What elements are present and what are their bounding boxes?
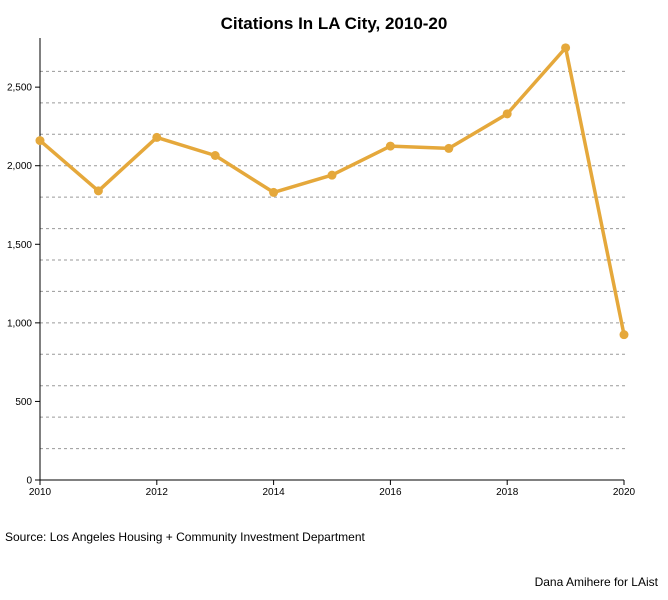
series-line	[38, 46, 626, 337]
data-point	[93, 186, 103, 196]
data-point	[327, 170, 337, 180]
data-point	[619, 330, 629, 340]
source-note: Source: Los Angeles Housing + Community …	[5, 530, 365, 544]
x-tick-label: 2016	[379, 487, 402, 498]
y-tick-label: 1,500	[7, 240, 32, 251]
data-point	[385, 141, 395, 151]
data-points	[35, 43, 629, 340]
y-tick-label: 2,000	[7, 161, 32, 172]
axes: 0 500 1,000 1,500 2,000 2,500 2010 2012 2014 2016…	[7, 38, 636, 498]
data-point	[152, 132, 162, 142]
data-point	[444, 143, 454, 153]
x-tick-label: 2012	[146, 487, 169, 498]
x-tick-label: 2010	[29, 487, 52, 498]
data-point	[35, 136, 45, 146]
credit-note: Dana Amihere for LAist	[534, 575, 658, 589]
data-point	[269, 187, 279, 197]
y-tick-label: 2,500	[7, 83, 32, 94]
y-tick-label: 500	[15, 397, 32, 408]
x-tick-label: 2018	[496, 487, 519, 498]
y-tick-label: 0	[26, 476, 32, 487]
x-tick-label: 2014	[262, 487, 285, 498]
series-line-layer	[38, 46, 626, 337]
gridlines	[40, 70, 626, 450]
x-tick-label: 2020	[613, 487, 636, 498]
y-tick-label: 1,000	[7, 318, 32, 329]
chart-title: Citations In LA City, 2010-20	[220, 14, 448, 33]
data-point	[561, 43, 571, 53]
data-point	[210, 151, 220, 160]
data-point	[502, 109, 512, 119]
